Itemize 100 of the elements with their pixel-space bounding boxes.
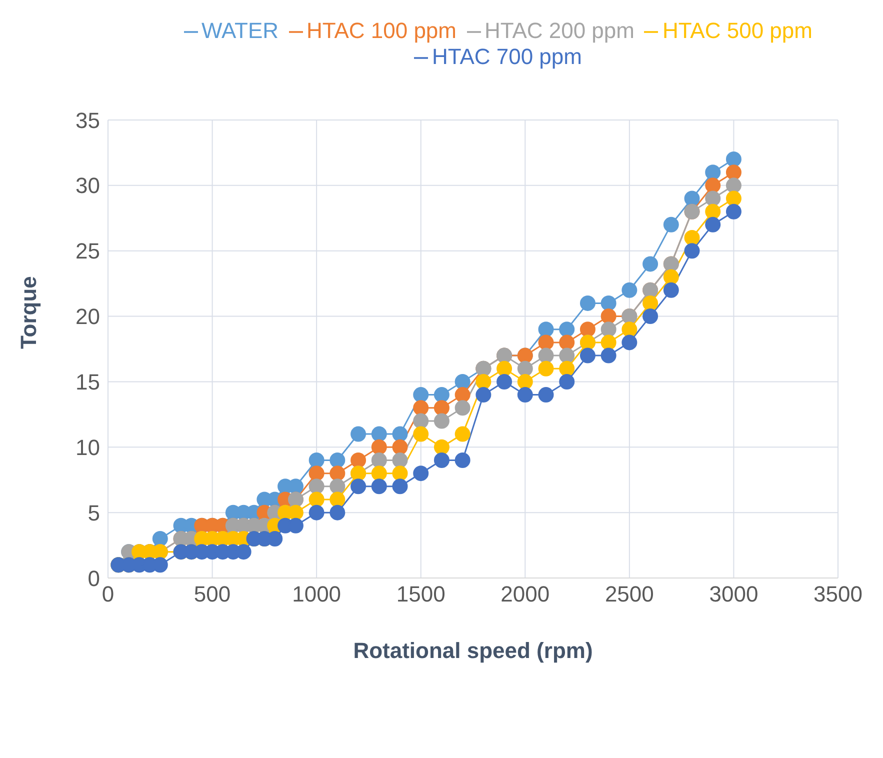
y-tick-label: 30: [76, 173, 100, 198]
point: [392, 478, 408, 494]
point: [413, 387, 429, 403]
point: [538, 387, 554, 403]
x-axis-title: Rotational speed (rpm): [353, 638, 593, 663]
point: [454, 400, 470, 416]
point: [496, 374, 512, 390]
point: [308, 478, 324, 494]
x-tick-label: 2500: [604, 582, 654, 607]
point: [413, 413, 429, 429]
point: [434, 413, 450, 429]
point: [663, 269, 679, 285]
legend-label: HTAC 700 ppm: [432, 44, 582, 69]
point: [663, 216, 679, 232]
point: [726, 178, 742, 194]
x-tick-label: 1500: [396, 582, 446, 607]
legend-label: HTAC 200 ppm: [484, 18, 634, 43]
y-axis-title: Torque: [16, 276, 41, 349]
point: [308, 466, 324, 482]
point: [642, 295, 658, 311]
x-tick-label: 3000: [709, 582, 758, 607]
point: [371, 439, 387, 455]
point: [308, 452, 324, 468]
point: [642, 256, 658, 272]
point: [726, 152, 742, 168]
point: [454, 452, 470, 468]
point: [454, 387, 470, 403]
point: [580, 322, 596, 338]
point: [434, 439, 450, 455]
point: [559, 322, 575, 338]
point: [600, 295, 616, 311]
point: [330, 492, 346, 508]
legend-label: HTAC 100 ppm: [306, 18, 456, 43]
y-tick-label: 20: [76, 304, 100, 330]
point: [580, 348, 596, 364]
point: [622, 282, 638, 298]
point: [454, 374, 470, 390]
legend-label: HTAC 500 ppm: [662, 18, 812, 43]
y-tick-label: 10: [76, 434, 100, 460]
point: [705, 164, 721, 180]
point: [517, 360, 533, 376]
point: [705, 178, 721, 194]
x-tick-label: 1000: [292, 582, 342, 607]
point: [600, 322, 616, 338]
point: [413, 466, 429, 482]
point: [350, 452, 366, 468]
point: [350, 478, 366, 494]
point: [496, 360, 512, 376]
x-tick-label: 2000: [500, 582, 550, 607]
point: [726, 190, 742, 206]
point: [152, 530, 168, 546]
point: [371, 452, 387, 468]
point: [538, 360, 554, 376]
point: [559, 334, 575, 350]
point: [684, 243, 700, 259]
point: [559, 374, 575, 390]
point: [684, 190, 700, 206]
point: [371, 478, 387, 494]
point: [308, 492, 324, 508]
y-tick-label: 35: [76, 108, 100, 133]
point: [434, 387, 450, 403]
y-tick-label: 25: [76, 238, 100, 264]
point: [559, 348, 575, 364]
point: [538, 322, 554, 338]
point: [330, 504, 346, 520]
point: [600, 348, 616, 364]
legend-label: WATER: [202, 18, 279, 43]
point: [642, 308, 658, 324]
point: [517, 387, 533, 403]
point: [705, 190, 721, 206]
point: [371, 466, 387, 482]
point: [538, 348, 554, 364]
point: [622, 334, 638, 350]
y-tick-label: 15: [76, 370, 100, 395]
x-tick-label: 3500: [814, 582, 862, 607]
point: [476, 387, 492, 403]
y-tick-label: 0: [88, 566, 100, 591]
point: [454, 426, 470, 442]
point: [726, 204, 742, 220]
point: [434, 452, 450, 468]
point: [538, 334, 554, 350]
x-tick-label: 500: [194, 582, 231, 607]
point: [330, 466, 346, 482]
point: [600, 308, 616, 324]
point: [413, 400, 429, 416]
point: [350, 426, 366, 442]
point: [600, 334, 616, 350]
point: [705, 204, 721, 220]
point: [517, 374, 533, 390]
point: [308, 504, 324, 520]
point: [392, 439, 408, 455]
point: [330, 452, 346, 468]
point: [663, 282, 679, 298]
point: [392, 466, 408, 482]
point: [580, 295, 596, 311]
point: [559, 360, 575, 376]
point: [392, 452, 408, 468]
point: [392, 426, 408, 442]
point: [684, 230, 700, 246]
point: [705, 216, 721, 232]
